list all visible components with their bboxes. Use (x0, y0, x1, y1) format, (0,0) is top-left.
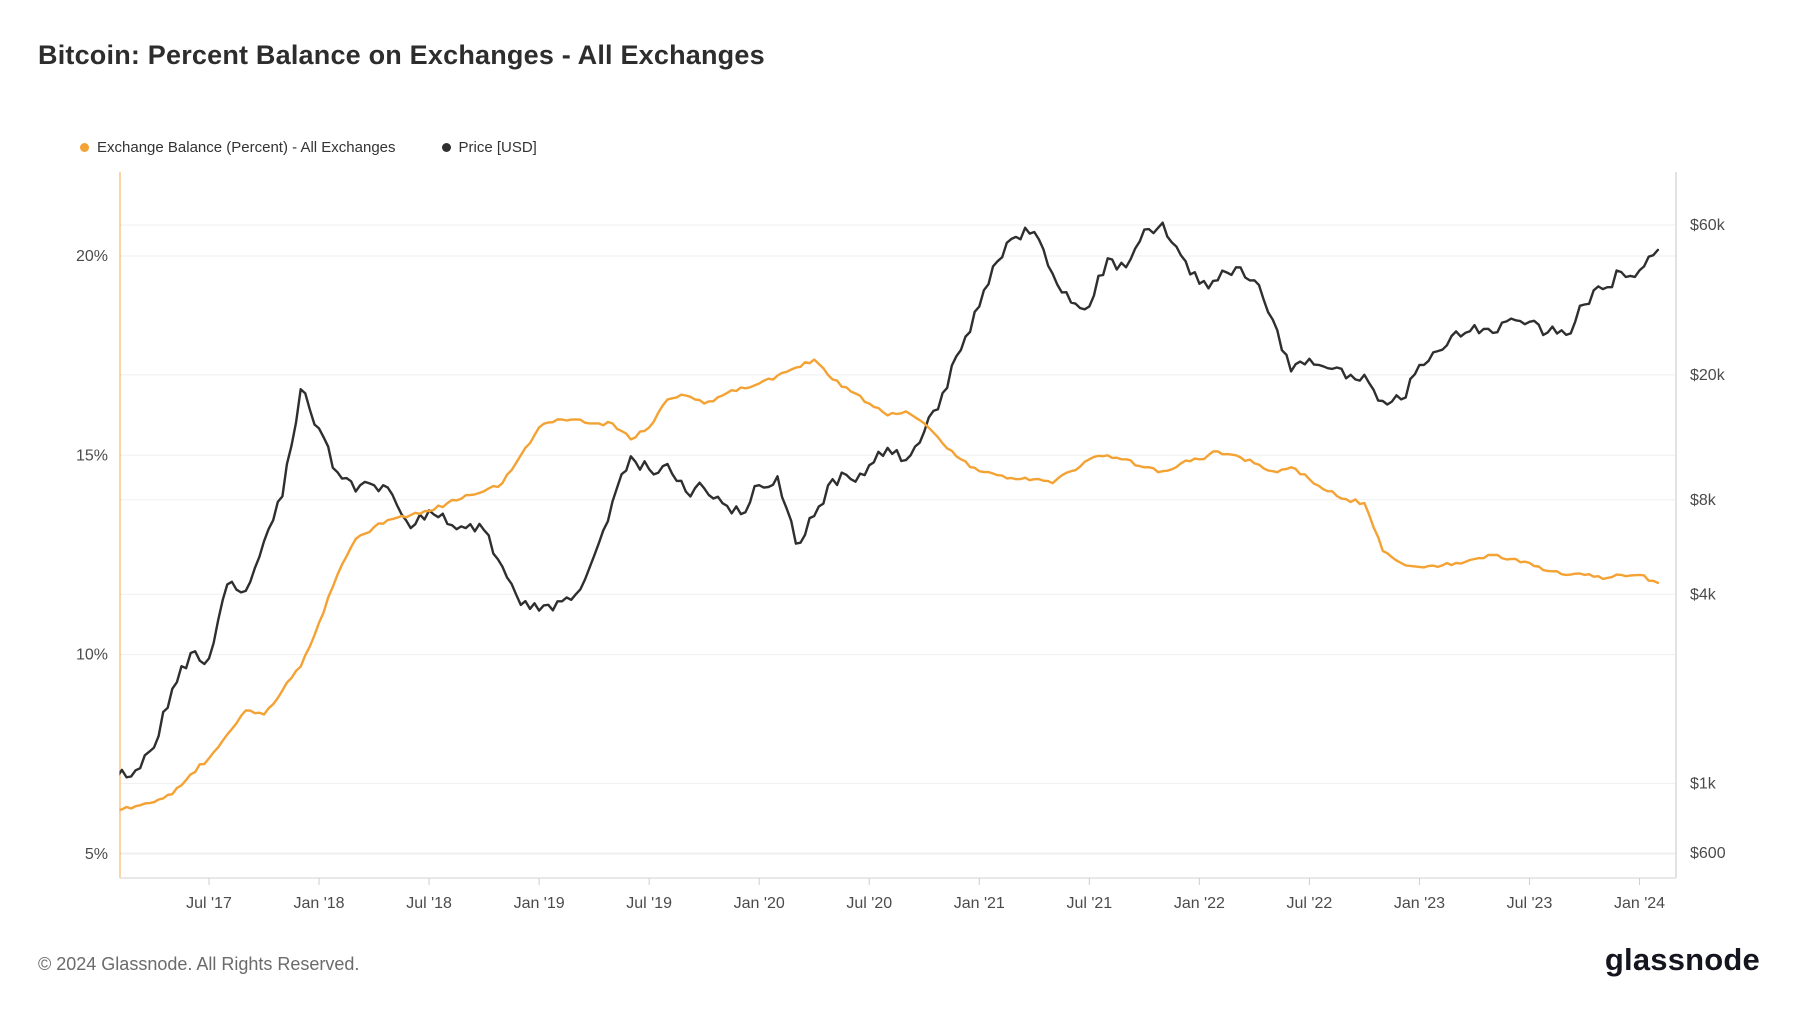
left-axis-label: 20% (76, 248, 108, 265)
series-line-exchange-balance[interactable] (117, 358, 1660, 811)
x-tick-label: Jan '22 (1174, 895, 1225, 912)
right-axis-label: $1k (1690, 775, 1717, 792)
x-tick-label: Jul '20 (846, 895, 892, 912)
copyright-text: © 2024 Glassnode. All Rights Reserved. (38, 954, 360, 974)
series-line-price[interactable] (117, 221, 1660, 779)
x-tick-label: Jul '22 (1287, 895, 1333, 912)
legend-label-exchange-balance: Exchange Balance (Percent) - All Exchang… (97, 139, 396, 156)
x-tick-label: Jul '23 (1507, 895, 1553, 912)
x-tick-label: Jan '23 (1394, 895, 1445, 912)
legend-item-exchange-balance[interactable]: Exchange Balance (Percent) - All Exchang… (80, 139, 396, 156)
x-tick-label: Jan '19 (514, 895, 565, 912)
left-axis-label: 10% (76, 647, 108, 664)
right-axis-label: $60k (1690, 217, 1726, 234)
legend: Exchange Balance (Percent) - All Exchang… (80, 139, 537, 156)
legend-item-price[interactable]: Price [USD] (441, 139, 537, 156)
x-tick-label: Jan '18 (293, 895, 344, 912)
chart-svg[interactable]: Jul '17 Jan '18 Jul '18 Jan '19 Jul '19 Jan '… (0, 172, 1760, 942)
right-axis-label: $600 (1690, 845, 1726, 862)
right-axis-label: $8k (1690, 492, 1717, 509)
legend-dot-price-icon (441, 143, 451, 152)
x-tick-label: Jan '20 (734, 895, 785, 912)
x-tick-label: Jul '18 (406, 895, 452, 912)
left-axis-label: 15% (76, 447, 108, 464)
right-axis-label: $4k (1690, 586, 1717, 603)
left-axis-label: 5% (85, 846, 108, 863)
x-tick-label: Jul '19 (626, 895, 672, 912)
right-axis-label: $20k (1690, 367, 1726, 384)
legend-dot-exchange-balance-icon (80, 143, 89, 152)
legend-label-price: Price [USD] (458, 139, 537, 156)
x-tick-label: Jan '21 (954, 895, 1005, 912)
x-tick-label: Jul '21 (1066, 895, 1112, 912)
x-tick-label: Jan '24 (1614, 895, 1665, 912)
glassnode-logo: glassnode (1604, 942, 1760, 977)
x-tick-label: Jul '17 (186, 895, 232, 912)
page-title: Bitcoin: Percent Balance on Exchanges - … (38, 40, 765, 70)
